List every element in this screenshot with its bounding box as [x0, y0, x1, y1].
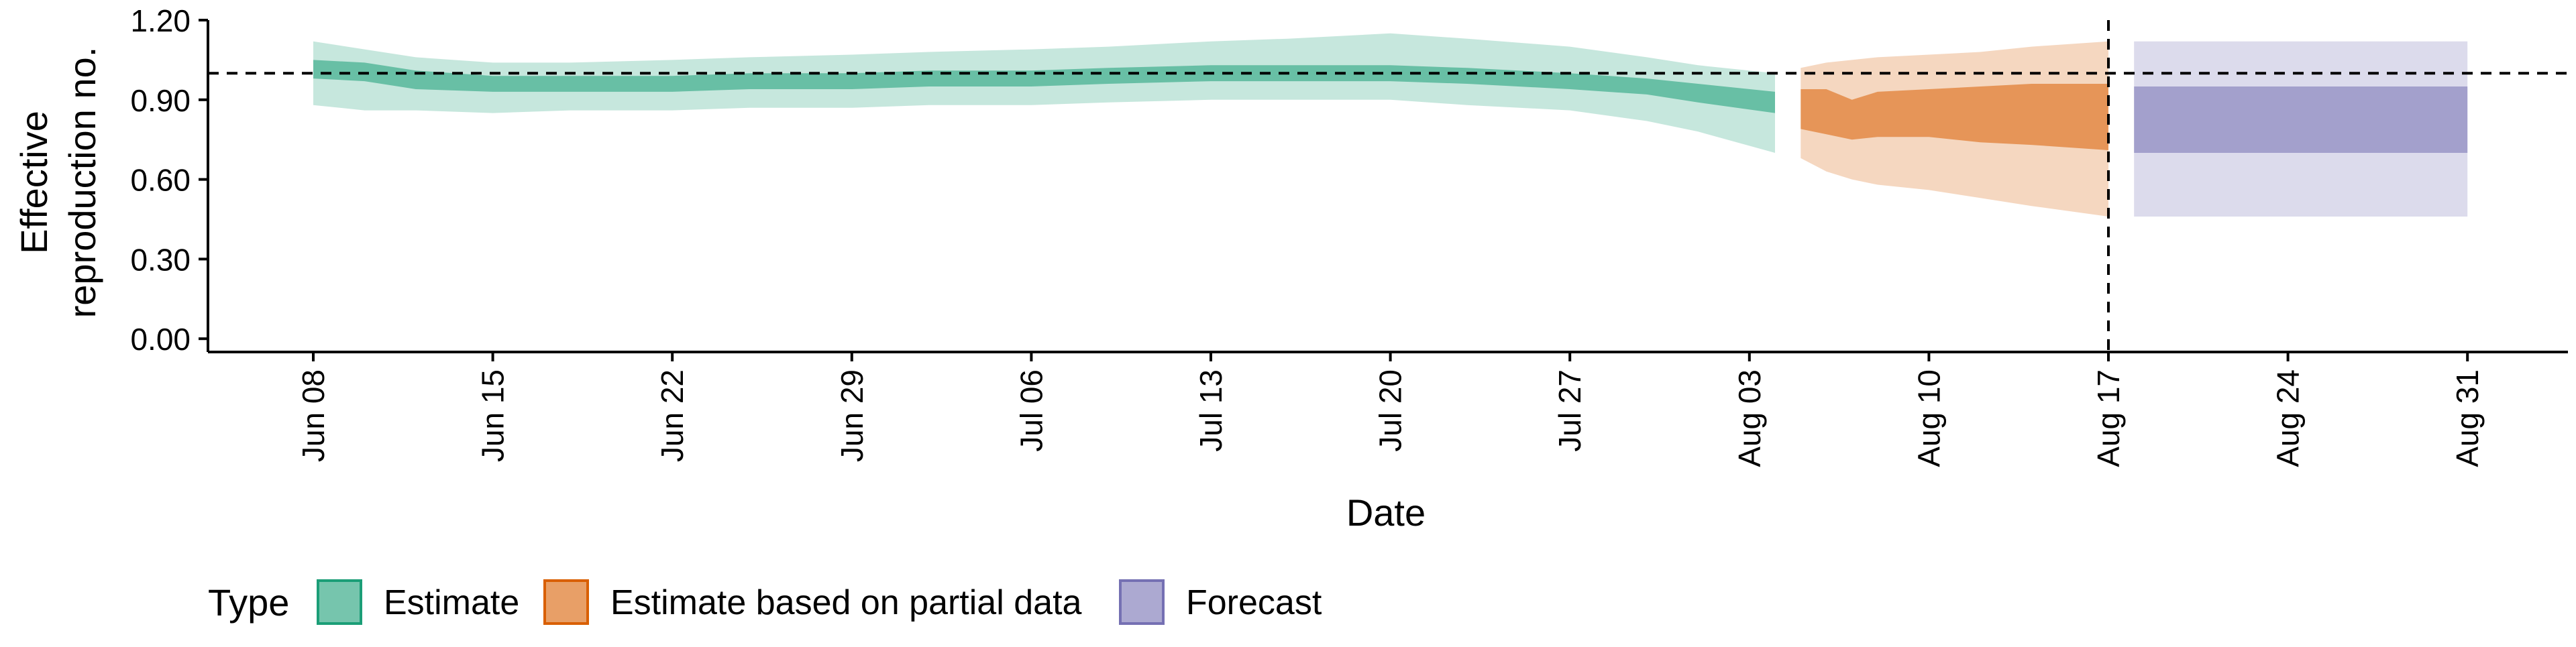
x-tick-label: Aug 17 — [2091, 369, 2126, 467]
x-tick-label: Jul 27 — [1552, 369, 1587, 452]
series-0-interval-inner — [313, 60, 1775, 113]
bands-layer — [313, 33, 2468, 217]
x-tick-label: Jul 20 — [1373, 369, 1408, 452]
legend-label-partial: Estimate based on partial data — [610, 583, 1082, 622]
y-tick-label: 1.20 — [130, 3, 191, 38]
y-tick-label: 0.90 — [130, 83, 191, 118]
x-tick-group: Jun 08 Jun 15 Jun 22 Jun 29 Jul 06 Jul 13 Jul … — [296, 352, 2485, 467]
legend-label-forecast: Forecast — [1186, 583, 1322, 622]
x-tick-label: Jul 06 — [1014, 369, 1049, 452]
x-tick-label: Jun 08 — [296, 369, 331, 462]
legend: Type Estimate Estimate based on partial … — [208, 579, 1322, 625]
legend-label-estimate: Estimate — [384, 583, 519, 622]
series-2-interval-inner — [2134, 86, 2468, 153]
y-tick-label: 0.30 — [130, 242, 191, 277]
legend-swatch-estimate — [317, 579, 362, 625]
legend-title: Type — [208, 581, 289, 624]
x-tick-label: Jun 15 — [476, 369, 511, 462]
x-tick-label: Jun 29 — [835, 369, 869, 462]
y-tick-label: 0.00 — [130, 322, 191, 357]
x-tick-label: Aug 03 — [1732, 369, 1767, 467]
x-tick-label: Jul 13 — [1193, 369, 1228, 452]
y-axis-label-line-2: reproduction no. — [61, 47, 103, 318]
x-tick-label: Aug 10 — [1911, 369, 1946, 467]
series-0-interval-outer — [313, 33, 1775, 153]
x-tick-label: Aug 31 — [2450, 369, 2485, 467]
y-tick-group: 0.00 0.30 0.60 0.90 1.20 — [130, 3, 208, 357]
series-1-interval-inner — [1801, 84, 2108, 150]
x-axis-label: Date — [1346, 491, 1426, 534]
y-axis-label-line-1: Effective — [13, 111, 55, 254]
x-tick-label: Jun 22 — [655, 369, 690, 462]
legend-swatch-forecast — [1119, 579, 1165, 625]
x-tick-label: Aug 24 — [2271, 369, 2306, 467]
y-tick-label: 0.60 — [130, 163, 191, 198]
legend-swatch-partial — [543, 579, 589, 625]
